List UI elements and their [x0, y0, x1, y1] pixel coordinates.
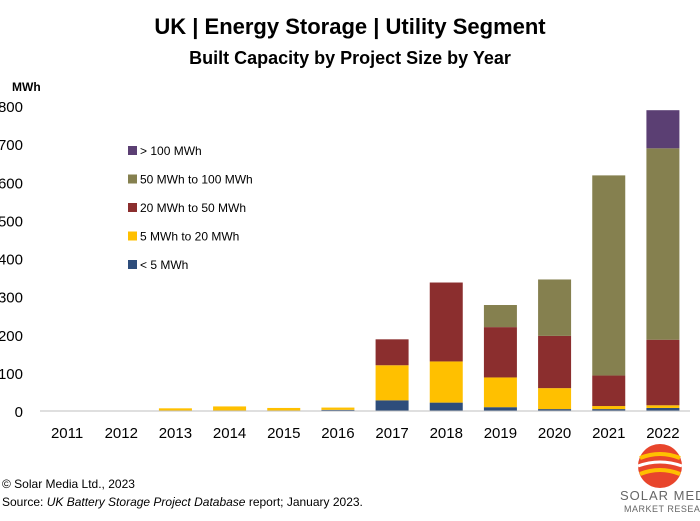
legend-label: > 100 MWh	[140, 144, 202, 158]
bar-segment	[592, 375, 626, 407]
legend-swatch	[128, 203, 137, 212]
bar-segment	[375, 365, 409, 401]
chart-title: UK | Energy Storage | Utility Segment	[154, 14, 546, 39]
bar-segment	[538, 279, 572, 336]
x-tick-label: 2022	[646, 425, 679, 442]
x-tick-label: 2016	[321, 425, 354, 442]
logo-text-main: SOLAR MEDIA	[620, 488, 700, 503]
bar-segment	[158, 408, 192, 411]
y-tick-label: 200	[0, 328, 23, 345]
y-axis-label: MWh	[12, 80, 41, 94]
stacked-bar-chart: MWh 0 100 200 300 400 500 600 700 800 2011 2012 2013…	[0, 80, 690, 442]
bar-segment	[592, 409, 626, 411]
source-text: Source: UK Battery Storage Project Datab…	[2, 495, 363, 509]
bar-segment	[538, 335, 572, 389]
y-tick-label: 800	[0, 99, 23, 116]
x-tick-label: 2021	[592, 425, 625, 442]
y-tick-label: 100	[0, 366, 23, 383]
bar-segment	[429, 361, 463, 403]
y-tick-label: 700	[0, 137, 23, 154]
bar-segment	[538, 388, 572, 410]
x-tick-label: 2013	[159, 425, 192, 442]
y-tick-label: 400	[0, 252, 23, 269]
y-tick-label: 500	[0, 213, 23, 230]
legend-label: 5 MWh to 20 MWh	[140, 230, 239, 244]
chart-subtitle: Built Capacity by Project Size by Year	[189, 48, 511, 68]
bar-segment	[538, 409, 572, 411]
legend-swatch	[128, 146, 137, 155]
legend-label: 20 MWh to 50 MWh	[140, 201, 246, 215]
bar-segment	[646, 339, 680, 406]
source-report-name: UK Battery Storage Project Database	[46, 495, 246, 509]
legend-label: 50 MWh to 100 MWh	[140, 173, 253, 187]
x-tick-label: 2019	[484, 425, 517, 442]
bar-segment	[646, 405, 680, 408]
sun-icon	[637, 444, 683, 488]
bar-segment	[375, 400, 409, 411]
bar-segment	[592, 406, 626, 410]
solar-media-logo: SOLAR MEDIA MARKET RESEARCH	[590, 440, 700, 520]
source-prefix: Source:	[2, 495, 47, 509]
bar-segment	[646, 148, 680, 340]
bar-segment	[267, 407, 301, 411]
y-tick-label: 600	[0, 175, 23, 192]
x-tick-label: 2017	[375, 425, 408, 442]
x-tick-label: 2015	[267, 425, 300, 442]
legend-label: < 5 MWh	[140, 258, 188, 272]
bar-segment	[483, 305, 517, 328]
bar-segment	[592, 175, 626, 376]
x-tick-label: 2011	[51, 425, 83, 442]
bar-segment	[213, 406, 247, 411]
bar-segment	[483, 327, 517, 378]
bar-segment	[429, 402, 463, 411]
bar-segment	[483, 377, 517, 408]
bar-segment	[321, 409, 355, 411]
x-tick-label: 2020	[538, 425, 571, 442]
legend-swatch	[128, 174, 137, 184]
bar-segment	[483, 407, 517, 411]
x-tick-label: 2014	[213, 425, 246, 442]
y-tick-label: 0	[15, 404, 23, 421]
legend-swatch	[128, 231, 137, 241]
y-tick-label: 300	[0, 290, 23, 307]
x-tick-label: 2018	[430, 425, 463, 442]
bar-segment	[429, 282, 463, 362]
logo-text-sub: MARKET RESEARCH	[624, 504, 700, 514]
bar-segment	[375, 339, 409, 366]
copyright-text: © Solar Media Ltd., 2023	[2, 477, 135, 491]
bar-segment	[646, 110, 680, 149]
source-suffix: report; January 2023.	[245, 495, 363, 509]
x-tick-label: 2012	[105, 425, 138, 442]
bar-segment	[646, 407, 680, 411]
legend-swatch	[128, 260, 137, 269]
bar-segment	[321, 407, 355, 410]
